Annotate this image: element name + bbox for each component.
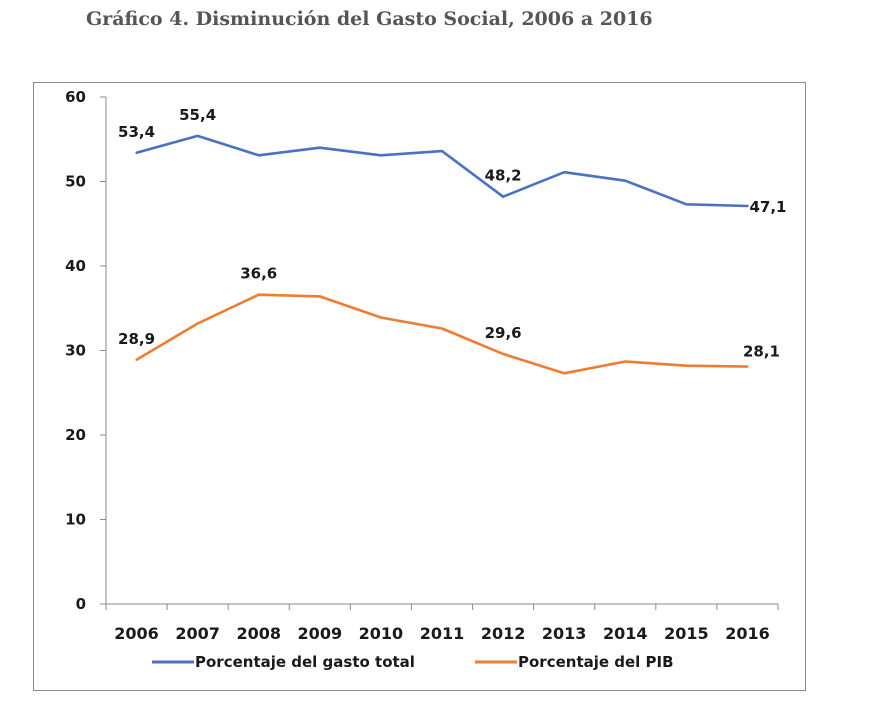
data-point: [624, 179, 627, 182]
chart-frame: [33, 82, 806, 691]
data-point: [746, 204, 749, 208]
y-tick-label: 20: [65, 426, 86, 444]
y-tick-label: 30: [65, 342, 86, 360]
x-tick-label: 2007: [175, 624, 220, 643]
data-point: [135, 358, 138, 361]
x-tick-label: 2012: [481, 624, 526, 643]
data-point: [379, 316, 383, 319]
x-tick-label: 2016: [725, 624, 770, 643]
data-label: 28,9: [118, 330, 155, 348]
data-point: [562, 372, 566, 375]
data-label: 36,6: [240, 265, 277, 283]
data-point: [196, 322, 199, 325]
data-point: [501, 352, 505, 356]
x-tick-label: 2015: [664, 624, 709, 643]
data-point: [685, 203, 688, 206]
data-label: 53,4: [118, 123, 155, 141]
data-point: [562, 171, 566, 174]
x-tick-label: 2010: [359, 624, 404, 643]
data-label: 48,2: [485, 167, 522, 185]
series-line-1: [136, 134, 748, 208]
y-tick-label: 50: [65, 173, 86, 191]
data-point: [257, 293, 260, 296]
x-tick-label: 2006: [114, 624, 159, 643]
series-line-2: [135, 293, 748, 375]
data-point: [318, 295, 322, 298]
legend-label-2: Porcentaje del PIB: [518, 653, 674, 671]
data-label: 47,1: [749, 198, 786, 216]
data-point: [196, 134, 199, 138]
page-title: Gráfico 4. Disminución del Gasto Social,…: [86, 8, 653, 30]
x-tick-label: 2011: [420, 624, 465, 643]
data-point: [746, 365, 749, 368]
y-tick-label: 10: [65, 511, 86, 529]
data-point: [440, 327, 444, 330]
chart-legend: Porcentaje del gasto total Porcentaje del…: [152, 653, 674, 671]
data-point: [135, 151, 138, 154]
chart-series: [135, 134, 749, 375]
data-point: [257, 154, 260, 157]
data-label: 55,4: [179, 106, 216, 124]
legend-label-1: Porcentaje del gasto total: [195, 653, 415, 671]
data-point: [685, 364, 688, 367]
y-tick-label: 40: [65, 257, 86, 275]
data-point: [318, 146, 322, 149]
data-point: [624, 360, 627, 363]
data-point: [440, 149, 444, 153]
data-label: 29,6: [485, 324, 522, 342]
chart-axes: 0 10 20 30 40 50 60 2006 2007 2008 2009 2010 2011 201…: [65, 88, 779, 643]
y-tick-label: 60: [65, 88, 86, 106]
y-tick-label: 0: [76, 595, 86, 613]
data-labels: 53,4 55,4 48,2 47,1 28,9 36,6 29,6 28,1: [118, 106, 786, 361]
data-point: [501, 195, 505, 198]
x-tick-label: 2008: [236, 624, 281, 643]
x-tick-label: 2014: [603, 624, 648, 643]
x-tick-label: 2013: [542, 624, 587, 643]
x-tick-label: 2009: [298, 624, 343, 643]
data-label: 28,1: [743, 343, 780, 361]
data-point: [379, 154, 383, 157]
